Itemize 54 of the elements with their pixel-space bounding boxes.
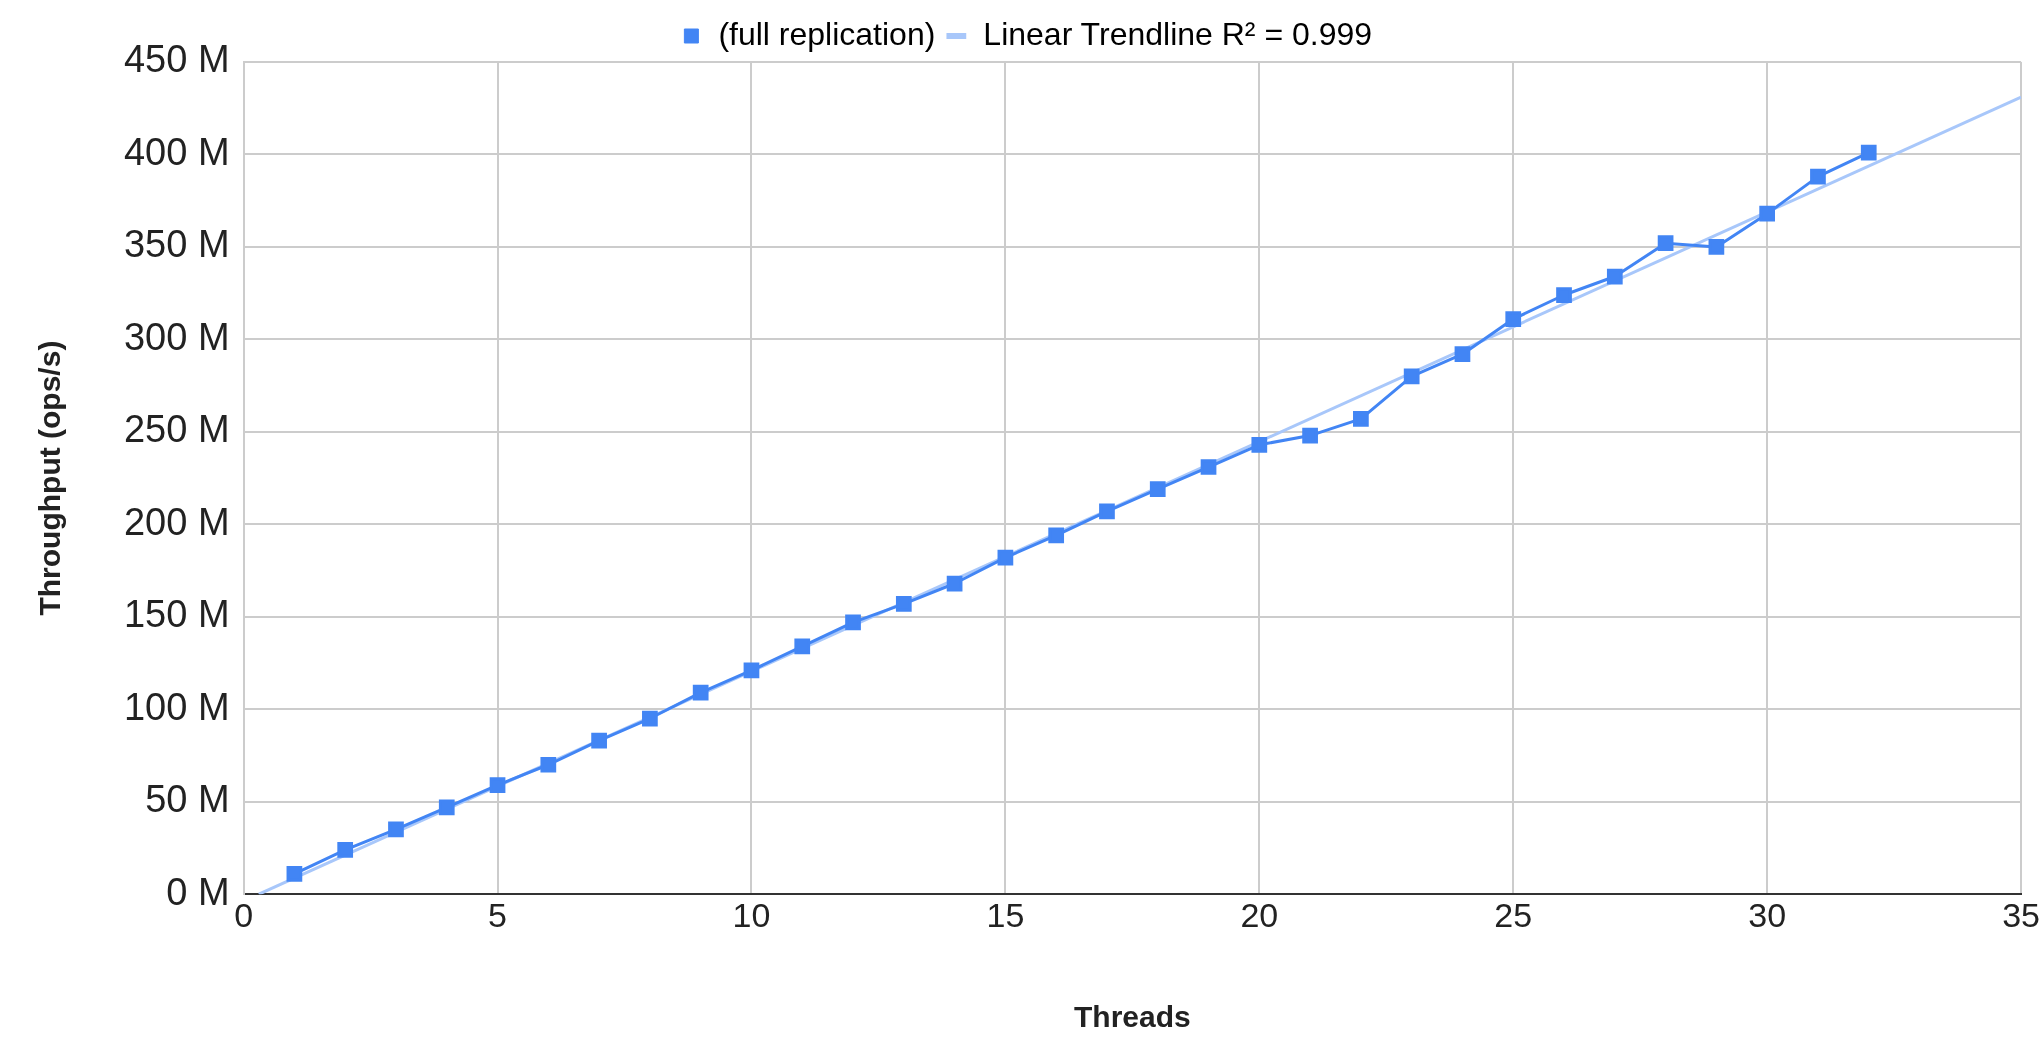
y-tick-label: 450 M (123, 38, 230, 81)
point (845, 614, 861, 631)
y-tick-label: 300 M (123, 315, 230, 358)
point (1606, 268, 1623, 285)
point (286, 865, 303, 882)
point (1353, 411, 1369, 427)
point (337, 841, 354, 858)
point (1251, 436, 1268, 453)
point (1200, 459, 1217, 475)
point (1708, 239, 1725, 255)
point (1810, 168, 1826, 185)
x-tick-label: 10 (732, 895, 771, 934)
point (692, 684, 709, 701)
point (489, 777, 506, 793)
x-tick-label: 0 (234, 895, 254, 934)
point (388, 821, 404, 838)
point (1505, 311, 1522, 327)
point (1556, 287, 1572, 303)
point (1099, 503, 1115, 520)
point (997, 549, 1014, 566)
legend-label: Linear Trendline R² = 0.999 (983, 15, 1373, 52)
y-tick-label: 400 M (123, 130, 230, 173)
point (540, 756, 557, 773)
point (642, 710, 658, 727)
y-tick-label: 100 M (123, 685, 230, 728)
x-tick-label: 20 (1240, 895, 1279, 934)
x-tick-label: 15 (986, 895, 1025, 934)
point (743, 662, 760, 679)
point (946, 575, 963, 592)
y-tick-label: 50 M (145, 778, 230, 821)
y-tick-label: 200 M (123, 500, 230, 543)
y-tick-label: 150 M (123, 593, 230, 636)
point (794, 638, 811, 655)
y-tick-label: 350 M (123, 223, 230, 266)
point (1403, 368, 1420, 385)
x-tick-label: 30 (1748, 895, 1787, 934)
point (591, 732, 607, 749)
y-axis-title: Throughput (ops/s) (33, 340, 67, 616)
point (895, 595, 912, 612)
x-tick-label: 25 (1494, 895, 1533, 934)
point (1302, 427, 1318, 444)
point (438, 799, 455, 816)
point (1048, 527, 1065, 544)
point (1149, 481, 1166, 498)
point (1860, 144, 1877, 161)
legend-label: (full replication) (718, 15, 936, 52)
point (1759, 205, 1776, 222)
x-tick-label: 5 (488, 895, 507, 934)
point (1454, 346, 1471, 363)
y-tick-label: 0 M (166, 870, 230, 913)
point (1657, 235, 1674, 252)
x-axis-title: Threads (1073, 1000, 1191, 1034)
y-tick-label: 250 M (123, 408, 230, 451)
x-tick-label: 35 (2002, 895, 2040, 934)
